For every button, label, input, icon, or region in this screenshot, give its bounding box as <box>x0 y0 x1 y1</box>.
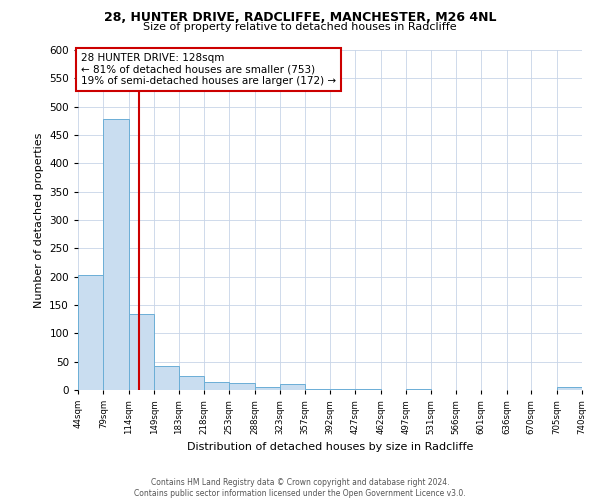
Bar <box>204 382 229 390</box>
Bar <box>254 387 280 390</box>
X-axis label: Distribution of detached houses by size in Radcliffe: Distribution of detached houses by size … <box>187 442 473 452</box>
Bar <box>154 366 179 390</box>
Bar <box>557 387 582 390</box>
Bar <box>229 383 254 390</box>
Text: 28 HUNTER DRIVE: 128sqm
← 81% of detached houses are smaller (753)
19% of semi-d: 28 HUNTER DRIVE: 128sqm ← 81% of detache… <box>81 53 336 86</box>
Bar <box>179 376 204 390</box>
Y-axis label: Number of detached properties: Number of detached properties <box>34 132 44 308</box>
Bar <box>305 389 330 390</box>
Bar <box>128 314 154 390</box>
Text: Contains HM Land Registry data © Crown copyright and database right 2024.
Contai: Contains HM Land Registry data © Crown c… <box>134 478 466 498</box>
Bar <box>78 275 103 390</box>
Text: Size of property relative to detached houses in Radcliffe: Size of property relative to detached ho… <box>143 22 457 32</box>
Text: 28, HUNTER DRIVE, RADCLIFFE, MANCHESTER, M26 4NL: 28, HUNTER DRIVE, RADCLIFFE, MANCHESTER,… <box>104 11 496 24</box>
Bar <box>103 119 128 390</box>
Bar <box>280 384 305 390</box>
